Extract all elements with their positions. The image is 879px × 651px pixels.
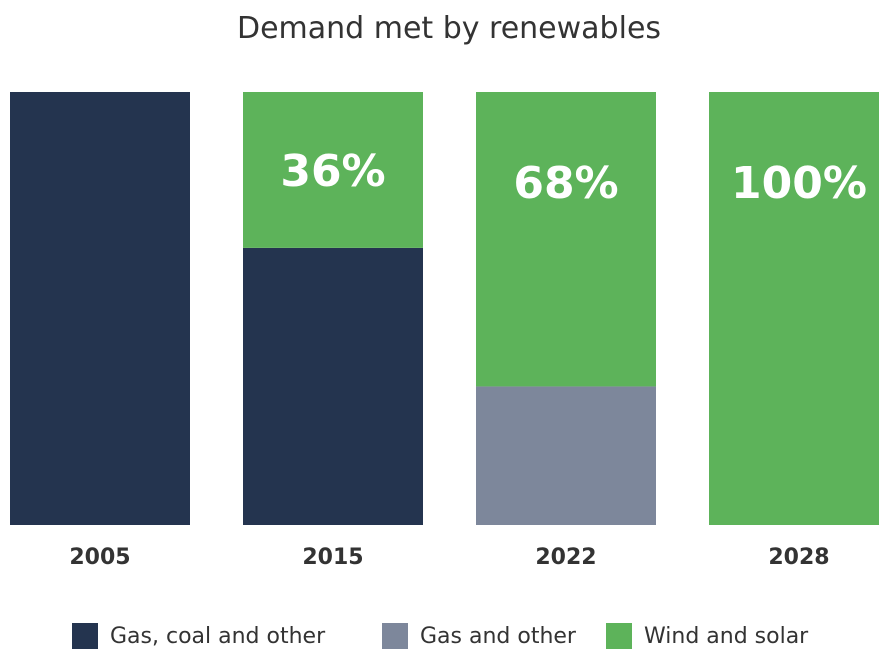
bar-2005-series-0 — [10, 92, 190, 525]
data-label-2015: 36% — [280, 146, 385, 197]
legend-item-2: Wind and solar — [606, 623, 809, 649]
legend-item-1: Gas and other — [382, 623, 577, 649]
legend-label-1: Gas and other — [420, 624, 577, 649]
bar-2015-series-2 — [243, 92, 423, 248]
category-label-2022: 2022 — [535, 545, 596, 570]
category-label-2015: 2015 — [302, 545, 363, 570]
bar-2015-series-0 — [243, 247, 423, 525]
data-label-2028: 100% — [731, 158, 867, 209]
category-labels-layer: 2005 2015 2022 2028 — [69, 545, 829, 570]
category-label-2005: 2005 — [69, 545, 130, 570]
legend-swatch-1 — [382, 623, 408, 649]
bar-2028-series-2 — [709, 92, 879, 525]
legend-swatch-2 — [606, 623, 632, 649]
legend-swatch-0 — [72, 623, 98, 649]
bar-2022-series-2 — [476, 92, 656, 387]
data-labels-layer: 36% 68% 100% — [280, 146, 867, 209]
chart-title: Demand met by renewables — [237, 11, 661, 46]
legend: Gas, coal and other Gas and other Wind and… — [72, 623, 809, 649]
bar-2022-series-1 — [476, 386, 656, 525]
legend-label-0: Gas, coal and other — [110, 624, 326, 649]
data-label-2022: 68% — [513, 158, 618, 209]
legend-item-0: Gas, coal and other — [72, 623, 326, 649]
bars-layer — [10, 92, 879, 525]
legend-label-2: Wind and solar — [644, 624, 809, 649]
category-label-2028: 2028 — [768, 545, 829, 570]
